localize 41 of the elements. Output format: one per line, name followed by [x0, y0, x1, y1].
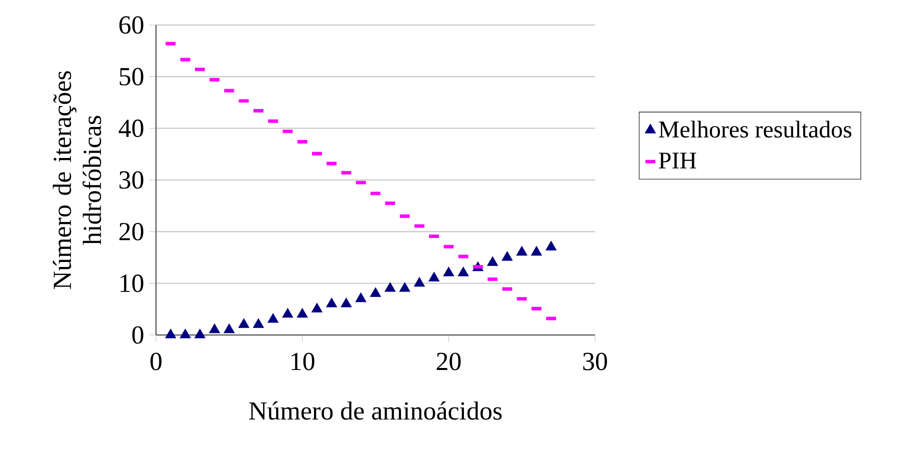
- point: [370, 287, 381, 297]
- y-tick-label: 20: [119, 222, 144, 240]
- x-tick-label: 0: [150, 352, 162, 370]
- point: [209, 324, 220, 334]
- x-axis-title: Número de aminoácidos: [249, 401, 502, 420]
- x-tick-label: 30: [583, 352, 607, 370]
- y-axis-title: Número de iterações hidrofóbicas: [52, 71, 102, 289]
- y-tick-label: 0: [132, 326, 144, 344]
- y-tick-label: 30: [120, 171, 144, 189]
- point: [502, 251, 513, 261]
- y-tick-label: 50: [120, 68, 144, 86]
- point: [399, 282, 410, 292]
- point: [516, 246, 528, 256]
- point: [282, 308, 294, 318]
- point: [296, 308, 308, 318]
- y-tick-label: 40: [118, 120, 144, 138]
- point: [355, 292, 366, 302]
- point: [546, 240, 557, 250]
- point: [414, 277, 425, 287]
- point: [458, 266, 469, 276]
- x-tick-label: 20: [436, 352, 461, 370]
- point: [443, 266, 454, 276]
- y-tick-label: 10: [120, 274, 144, 292]
- point: [326, 298, 338, 308]
- point: [194, 328, 206, 338]
- point: [384, 282, 396, 292]
- point: [268, 313, 279, 323]
- legend-label: PIH: [658, 152, 696, 168]
- point: [180, 328, 191, 338]
- point: [165, 328, 176, 338]
- legend-label: Melhores resultados: [658, 120, 852, 138]
- point: [487, 256, 498, 266]
- point: [224, 324, 235, 334]
- point: [252, 318, 264, 328]
- point: [340, 298, 352, 308]
- y-tick-label: 60: [119, 16, 144, 34]
- point: [531, 246, 542, 256]
- point: [312, 302, 322, 312]
- point: [238, 318, 250, 328]
- x-tick-label: 10: [292, 352, 314, 370]
- point: [428, 272, 440, 282]
